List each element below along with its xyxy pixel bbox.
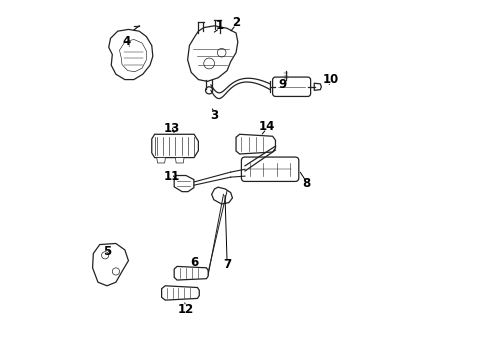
Polygon shape — [174, 176, 194, 192]
Text: 3: 3 — [211, 109, 219, 122]
Text: 4: 4 — [122, 35, 131, 49]
Text: 2: 2 — [232, 16, 240, 29]
Text: 9: 9 — [278, 78, 287, 91]
Text: 11: 11 — [163, 170, 180, 183]
Text: 6: 6 — [191, 256, 199, 269]
Polygon shape — [109, 30, 153, 80]
Text: 7: 7 — [223, 258, 231, 271]
Polygon shape — [152, 134, 198, 158]
Polygon shape — [314, 83, 321, 90]
Text: 12: 12 — [178, 303, 194, 316]
Text: 1: 1 — [216, 19, 224, 32]
Text: 13: 13 — [163, 122, 180, 135]
Polygon shape — [188, 26, 238, 81]
Polygon shape — [236, 134, 275, 154]
Polygon shape — [162, 286, 199, 300]
FancyBboxPatch shape — [272, 77, 311, 96]
Text: 5: 5 — [103, 245, 111, 258]
Text: 8: 8 — [302, 177, 310, 190]
Polygon shape — [157, 158, 166, 163]
Text: 14: 14 — [258, 120, 275, 133]
Polygon shape — [174, 266, 208, 280]
Polygon shape — [175, 158, 184, 163]
Polygon shape — [212, 187, 232, 204]
Text: 10: 10 — [323, 73, 339, 86]
Polygon shape — [93, 243, 128, 286]
FancyBboxPatch shape — [242, 157, 299, 181]
